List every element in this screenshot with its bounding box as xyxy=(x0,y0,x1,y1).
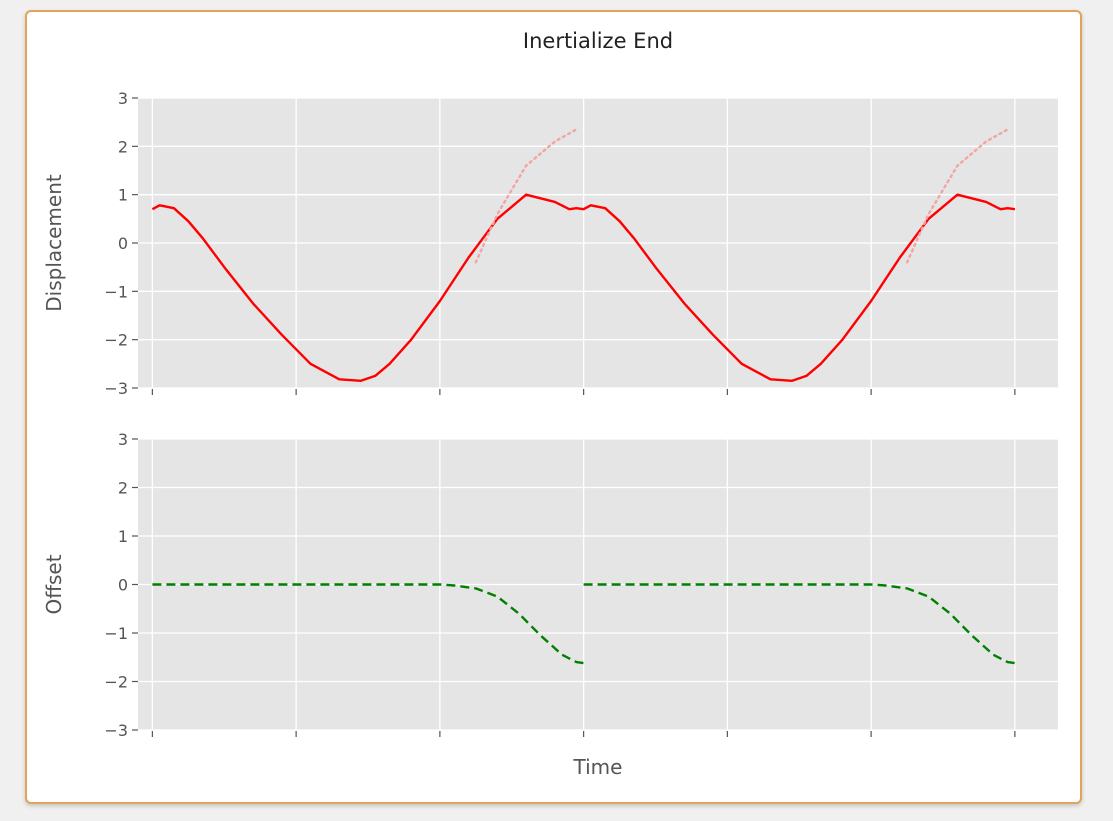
y-axis-title-1: Displacement xyxy=(42,174,66,312)
y-tick-label: 1 xyxy=(118,527,128,546)
series-line-1-3 xyxy=(905,128,1009,264)
y-tick-label: 1 xyxy=(118,186,128,205)
y-tick-label: 3 xyxy=(118,430,128,449)
series-line-1-2 xyxy=(474,128,578,264)
y-tick-label: 2 xyxy=(118,479,128,498)
y-tick-label: −1 xyxy=(104,282,128,301)
y-tick-label: 3 xyxy=(118,89,128,108)
chart-panels: 3 2 1 0 −1 −2 −3 Displacement 3 2 1 0 −1 −2 −3 Offset xyxy=(42,89,1058,740)
y-tick-label: 2 xyxy=(118,137,128,156)
y-tick-label: −2 xyxy=(104,673,128,692)
y-tick-label: 0 xyxy=(118,576,128,595)
y-tick-label: −1 xyxy=(104,624,128,643)
series-line-2-1 xyxy=(152,583,584,665)
figure-card: Inertialize End 3 2 1 0 −1 −2 −3 Displacement 3 2… xyxy=(25,10,1082,804)
series-line-2-2 xyxy=(583,583,1016,665)
y-tick-label: 0 xyxy=(118,234,128,253)
y-tick-label: −3 xyxy=(104,379,128,398)
y-tick-label: −2 xyxy=(104,331,128,350)
chart-title: Inertialize End xyxy=(523,29,673,53)
x-axis-title: Time xyxy=(573,755,623,779)
series-line-1-1 xyxy=(151,193,1016,382)
panel-1: 3 2 1 0 −1 −2 −3 Displacement xyxy=(42,89,1058,398)
panel-2: 3 2 1 0 −1 −2 −3 Offset xyxy=(42,430,1058,740)
y-axis-title-2: Offset xyxy=(42,554,66,614)
chart: Inertialize End 3 2 1 0 −1 −2 −3 Displacement 3 2… xyxy=(42,29,1058,779)
y-tick-label: −3 xyxy=(104,721,128,740)
